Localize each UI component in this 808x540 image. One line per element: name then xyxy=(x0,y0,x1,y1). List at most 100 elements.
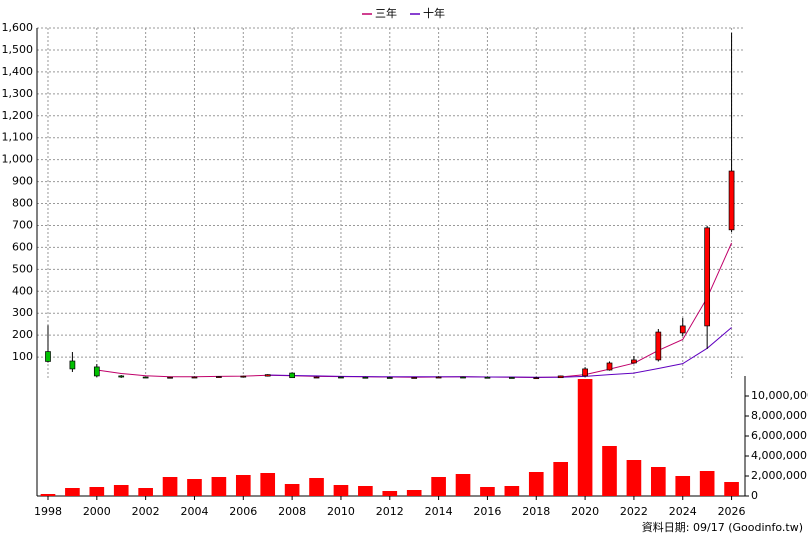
y-tick-label: 300 xyxy=(12,306,33,319)
x-tick-label: 2004 xyxy=(180,505,208,518)
candle-body xyxy=(704,227,711,327)
volume-bar xyxy=(284,484,300,496)
candle-body xyxy=(289,372,295,379)
y2-tick-label: 10,000,000 xyxy=(751,389,808,402)
y-tick-label: 800 xyxy=(12,197,33,210)
candle-body xyxy=(313,376,320,379)
candle-body xyxy=(460,376,466,379)
volume-bar xyxy=(504,486,520,496)
y-tick-label: 700 xyxy=(12,218,33,231)
candle-body xyxy=(264,374,271,377)
candle-body xyxy=(93,366,100,377)
candle-body xyxy=(240,375,247,378)
candle-body xyxy=(411,377,418,379)
candle-body xyxy=(582,368,588,377)
x-tick-label: 2010 xyxy=(327,505,355,518)
volume-bar xyxy=(699,471,715,496)
y-tick-label: 1,600 xyxy=(2,21,34,34)
candle-body xyxy=(533,377,540,380)
candle-body xyxy=(606,362,613,371)
candle-body xyxy=(362,376,369,379)
y2-tick-label: 6,000,000 xyxy=(751,429,807,442)
x-tick-label: 2006 xyxy=(229,505,257,518)
y2-tick-label: 2,000,000 xyxy=(751,469,807,482)
volume-bar xyxy=(333,485,349,496)
y2-tick-label: 4,000,000 xyxy=(751,449,807,462)
candle-body xyxy=(191,376,198,379)
volume-bar xyxy=(577,379,593,496)
ma-line xyxy=(267,327,732,378)
y2-tick-label: 0 xyxy=(751,489,758,502)
volume-bar xyxy=(65,488,80,496)
volume-bar xyxy=(89,487,105,496)
volume-bar xyxy=(406,490,422,496)
y-tick-label: 600 xyxy=(12,240,33,253)
volume-bar xyxy=(382,491,398,496)
legend-label: 三年 xyxy=(375,6,397,20)
candle-body xyxy=(69,360,76,370)
volume-bar xyxy=(602,446,617,496)
legend-label: 十年 xyxy=(423,6,445,20)
volume-bar xyxy=(309,478,324,496)
y-tick-label: 100 xyxy=(12,350,33,363)
candle-body xyxy=(631,359,637,364)
candle-body xyxy=(216,376,222,378)
volume-bar xyxy=(162,477,178,496)
candle-body xyxy=(508,377,515,379)
volume-bar xyxy=(211,477,227,496)
volume-bar xyxy=(651,467,666,496)
candle-body xyxy=(679,325,686,334)
y-tick-label: 500 xyxy=(12,262,33,275)
volume-bar xyxy=(626,460,642,496)
y-tick-label: 1,100 xyxy=(2,131,34,144)
x-tick-label: 2022 xyxy=(620,505,648,518)
volume-bar xyxy=(138,488,153,496)
x-tick-label: 2002 xyxy=(132,505,160,518)
candle-body xyxy=(167,376,173,379)
volume-bar xyxy=(455,474,471,496)
volume-bar xyxy=(187,479,202,496)
volume-bar xyxy=(260,473,276,496)
y-tick-label: 1,500 xyxy=(2,43,34,56)
y2-tick-label: 8,000,000 xyxy=(751,409,807,422)
candle-body xyxy=(118,375,125,378)
candle-body xyxy=(728,170,735,231)
x-tick-label: 2008 xyxy=(278,505,306,518)
volume-bar xyxy=(113,485,129,496)
x-tick-label: 2024 xyxy=(669,505,697,518)
candle-body xyxy=(338,376,344,379)
candle-body xyxy=(142,376,149,379)
volume-bar xyxy=(480,487,495,496)
y-tick-label: 1,400 xyxy=(2,65,34,78)
volume-bar xyxy=(528,472,544,496)
candle-body xyxy=(655,331,662,361)
candle-body xyxy=(557,375,564,379)
volume-bar xyxy=(553,462,568,496)
x-tick-label: 2012 xyxy=(376,505,404,518)
candle-body xyxy=(435,376,442,379)
volume-bar xyxy=(358,486,373,496)
volume-bar xyxy=(675,476,691,496)
y-tick-label: 200 xyxy=(12,328,33,341)
candle-body xyxy=(484,376,491,379)
candle-body xyxy=(45,351,51,362)
x-tick-label: 2020 xyxy=(571,505,599,518)
x-tick-label: 2026 xyxy=(718,505,746,518)
footer: 資料日期: 09/17 (Goodinfo.tw) xyxy=(642,520,803,534)
x-tick-label: 1998 xyxy=(34,505,62,518)
candle-body xyxy=(386,377,393,379)
y-tick-label: 1,000 xyxy=(2,153,34,166)
x-tick-label: 2014 xyxy=(425,505,453,518)
volume-bar xyxy=(235,475,251,496)
volume-bar xyxy=(431,477,446,496)
y-tick-label: 400 xyxy=(12,284,33,297)
y-tick-label: 1,300 xyxy=(2,87,34,100)
y-tick-label: 900 xyxy=(12,175,33,188)
y-tick-label: 1,200 xyxy=(2,109,34,122)
x-tick-label: 2018 xyxy=(522,505,550,518)
x-tick-label: 2000 xyxy=(83,505,111,518)
volume-bar xyxy=(724,482,739,496)
x-tick-label: 2016 xyxy=(473,505,501,518)
volume-bar xyxy=(40,494,56,496)
